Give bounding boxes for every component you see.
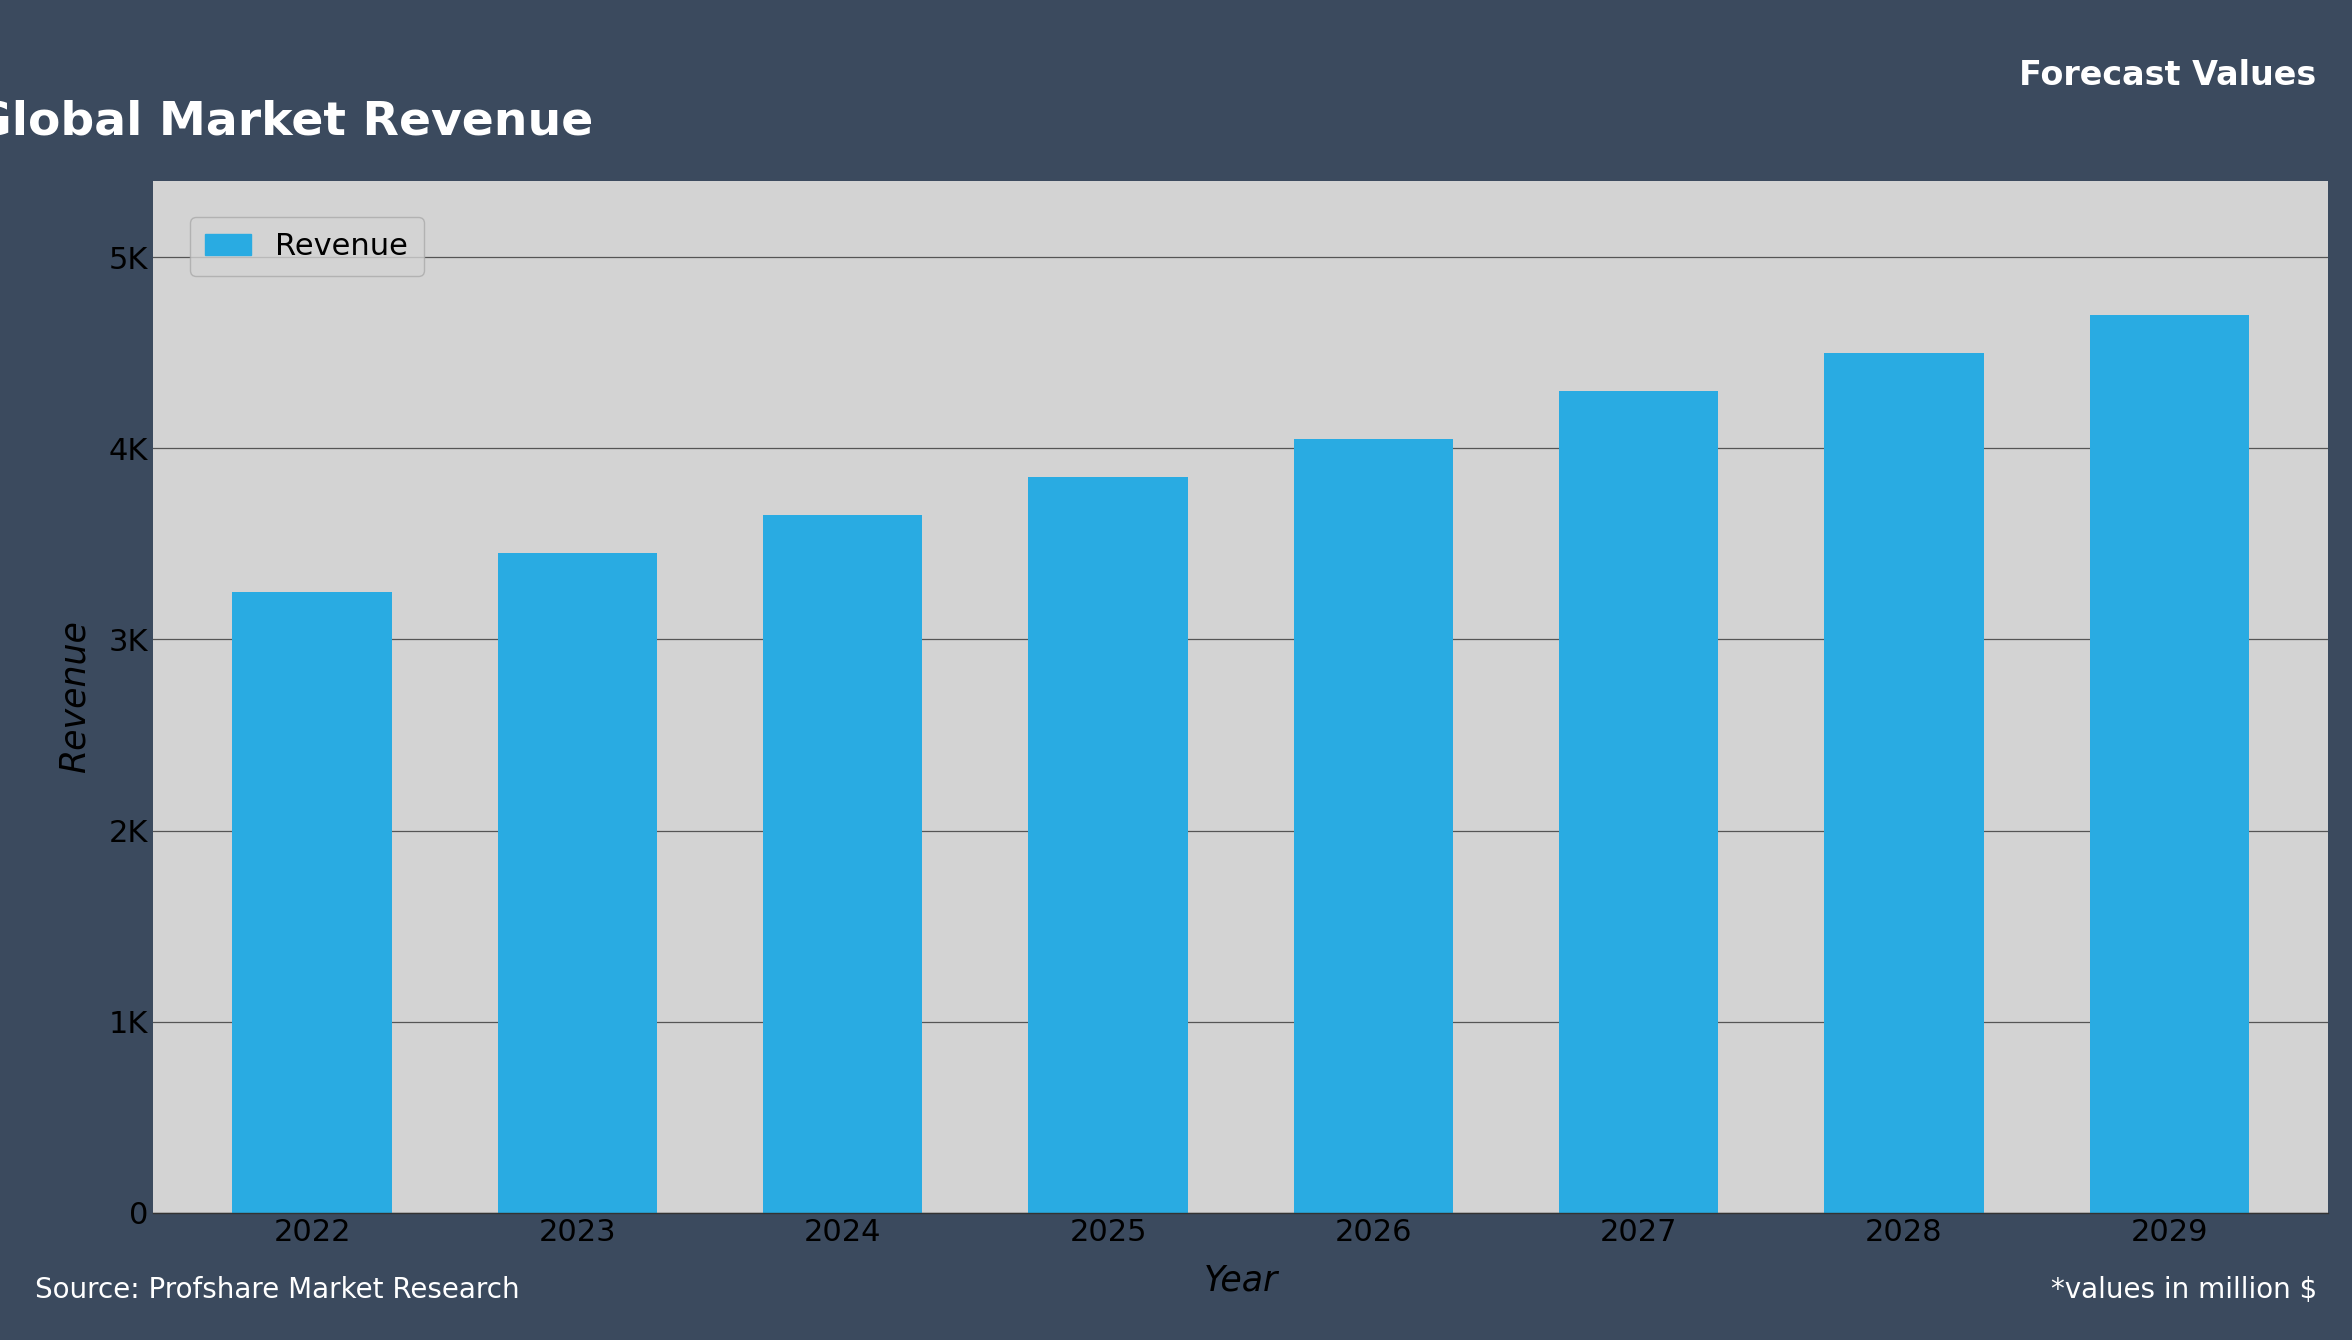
Bar [499, 553, 656, 1213]
Text: Source: Profshare Market Research: Source: Profshare Market Research [35, 1276, 520, 1304]
Bar [1825, 352, 1983, 1213]
Text: Global Market Revenue: Global Market Revenue [0, 99, 593, 145]
Legend: Revenue: Revenue [191, 217, 423, 276]
Bar [762, 516, 922, 1213]
Bar [233, 592, 393, 1213]
Bar [1294, 440, 1454, 1213]
Bar [2089, 315, 2249, 1213]
Bar [1559, 391, 1719, 1213]
Bar [1028, 477, 1188, 1213]
X-axis label: Year: Year [1204, 1264, 1277, 1297]
Y-axis label: Revenue: Revenue [59, 620, 92, 773]
Text: *values in million $: *values in million $ [2051, 1276, 2317, 1304]
Text: Forecast Values: Forecast Values [2020, 59, 2317, 92]
